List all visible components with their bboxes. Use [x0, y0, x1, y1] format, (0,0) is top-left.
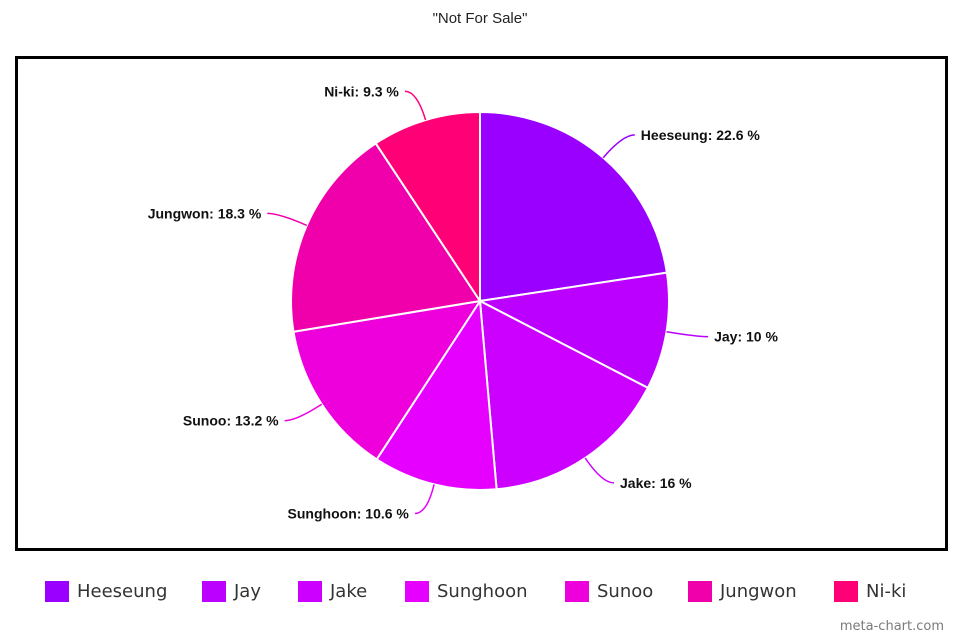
pie-slice-sunghoon — [375, 298, 498, 491]
leader-line-jake — [584, 457, 615, 484]
slice-label-heeseung: Heeseung: 22.6 % — [641, 127, 761, 143]
legend-label: Sunoo — [597, 580, 654, 602]
leader-line-jay — [666, 330, 709, 338]
pie-slice-sunoo — [292, 299, 483, 461]
legend-label: Jungwon — [720, 580, 797, 602]
legend-swatch — [565, 580, 589, 602]
slice-label-ni-ki: Ni-ki: 9.3 % — [324, 83, 399, 99]
pie-slice-jake — [478, 299, 650, 491]
legend-swatch — [45, 580, 69, 602]
slice-label-sunoo: Sunoo: 13.2 % — [183, 413, 279, 429]
pie-slice-jungwon — [290, 141, 482, 333]
leader-line-sunghoon — [414, 484, 435, 515]
legend-label: Heeseung — [77, 580, 168, 602]
leader-line-ni-ki — [404, 90, 427, 121]
legend-swatch — [202, 580, 226, 602]
legend-item-heeseung: Heeseung — [45, 578, 167, 604]
legend-swatch — [405, 580, 429, 602]
legend-item-sunghoon: Sunghoon — [405, 578, 528, 604]
pie-slice-heeseung — [479, 110, 668, 303]
legend-label: Jay — [234, 580, 261, 602]
slice-label-jungwon: Jungwon: 18.3 % — [148, 205, 262, 221]
legend-swatch — [298, 580, 322, 602]
legend-item-jay: Jay — [202, 578, 261, 604]
legend-item-ni-ki: Ni-ki — [834, 578, 906, 604]
leader-line-jungwon — [267, 212, 308, 227]
slice-label-jake: Jake: 16 % — [620, 475, 692, 491]
legend-label: Sunghoon — [437, 580, 528, 602]
legend-label: Jake — [330, 580, 368, 602]
pie-slice-jay — [476, 271, 670, 390]
legend-item-jungwon: Jungwon — [688, 578, 797, 604]
plot-frame — [15, 56, 948, 551]
legend-item-sunoo: Sunoo — [565, 578, 653, 604]
leader-line-sunoo — [284, 403, 323, 422]
chart-title: "Not For Sale" — [432, 10, 528, 27]
legend: Heeseung Jay Jake Sunghoon Sunoo Jungwon Ni-ki — [0, 578, 960, 606]
legend-label: Ni-ki — [866, 580, 907, 602]
slice-label-jay: Jay: 10 % — [714, 329, 778, 345]
legend-swatch — [834, 580, 858, 602]
slice-label-sunghoon: Sunghoon: 10.6 % — [288, 506, 410, 522]
leader-line-heeseung — [602, 134, 635, 159]
legend-item-jake: Jake — [298, 578, 367, 604]
legend-swatch — [688, 580, 712, 602]
watermark: meta-chart.com — [839, 619, 944, 634]
